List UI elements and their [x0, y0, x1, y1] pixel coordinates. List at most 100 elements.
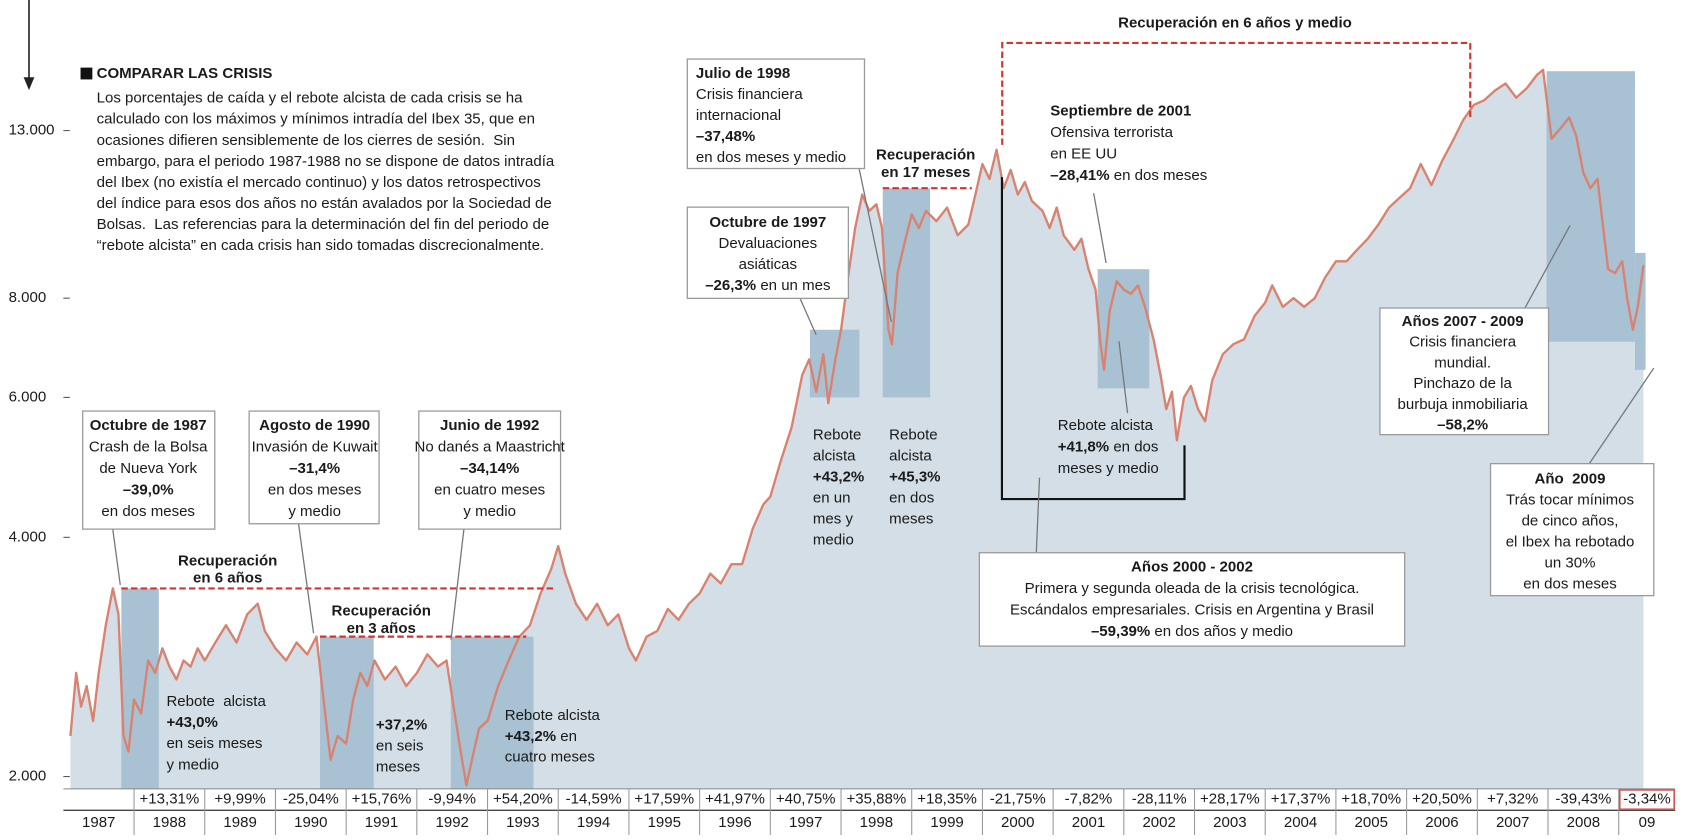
annotation-text: Año 2009 — [1535, 471, 1606, 488]
annual-return: -9,94% — [428, 791, 476, 808]
annotation-text: mes y — [813, 510, 854, 527]
annotation-line: Rebote — [813, 427, 861, 444]
annotation-line: –37,48% — [696, 128, 755, 145]
x-tick-label: 2008 — [1567, 814, 1600, 831]
annotation-text: cuatro meses — [505, 749, 595, 766]
annual-return: +17,59% — [634, 791, 694, 808]
annotation-line: Escándalos empresariales. Crisis en Arge… — [1010, 602, 1374, 619]
annotation-box — [1041, 94, 1235, 194]
annual-return: +20,50% — [1412, 791, 1472, 808]
annotation-line: +43,2% — [813, 469, 864, 486]
y-tick-label: 4.000 — [9, 528, 47, 545]
annotation-text: en dos años y medio — [1150, 623, 1293, 640]
annotation-line: asiáticas — [739, 256, 797, 273]
intro-line: “rebote alcista” en cada crisis han sido… — [97, 237, 544, 254]
annotation-text: en dos meses — [1523, 575, 1617, 592]
index-line — [69, 68, 1645, 787]
leader-line — [858, 168, 892, 323]
annotation-text: en seis meses — [166, 735, 262, 752]
annotation-box — [686, 58, 866, 170]
recovery-label: en 17 meses — [881, 164, 970, 181]
annotation-line: –31,4% — [289, 460, 340, 477]
annotation-text: –26,3% — [705, 277, 756, 294]
x-tick-label: 2007 — [1496, 814, 1529, 831]
annual-return: -25,04% — [283, 791, 339, 808]
annotation-text: Rebote alcista — [505, 707, 601, 724]
annotation-text: de cinco años, — [1522, 513, 1619, 530]
annotation-line: en dos meses — [101, 503, 195, 520]
annotation-box — [1379, 307, 1550, 436]
annotation-text: Julio de 1998 — [696, 65, 790, 82]
annotation-text: asiáticas — [739, 256, 797, 273]
annual-return: +13,31% — [140, 791, 200, 808]
annotation-text: –59,39% — [1091, 623, 1150, 640]
annotation-line: mundial. — [1434, 354, 1491, 371]
annotation-text: y medio — [463, 503, 516, 520]
annual-return: -39,43% — [1555, 791, 1611, 808]
annotation-line: Rebote alcista — [1058, 417, 1154, 434]
annotation-line: –34,14% — [460, 460, 519, 477]
annotation-text: +43,2% — [813, 469, 864, 486]
annotation-line: y medio — [463, 503, 516, 520]
annotation-line: +43,0% — [166, 714, 217, 731]
crisis-period — [319, 636, 374, 789]
annotation-text: mundial. — [1434, 354, 1491, 371]
annotation-text: de Nueva York — [99, 460, 197, 477]
annotation-text: internacional — [696, 107, 781, 124]
annotation-text: +43,2% — [505, 728, 556, 745]
annotation-text: Rebote — [813, 427, 861, 444]
annotation-line: y medio — [166, 756, 219, 773]
crisis-period — [1097, 269, 1150, 389]
annotation-line: Pinchazo de la — [1413, 375, 1512, 392]
recovery-bracket — [1001, 41, 1472, 145]
crisis-period — [450, 636, 534, 789]
annotation-box — [248, 410, 380, 525]
annotation-line: Primera y segunda oleada de la crisis te… — [1025, 580, 1360, 597]
annotation-line: meses — [889, 510, 933, 527]
annotation-text: –39,0% — [123, 481, 174, 498]
annotation-text: en dos meses — [101, 503, 195, 520]
x-tick-label: 2001 — [1072, 814, 1105, 831]
annual-return: +41,97% — [705, 791, 765, 808]
bracket — [1000, 177, 1186, 501]
annotation-text: en dos meses — [1110, 167, 1208, 184]
annotation-line: +37,2% — [376, 716, 427, 733]
annotation-text: un 30% — [1545, 554, 1596, 571]
annotation-text: y medio — [288, 503, 341, 520]
x-tick-label: 1999 — [930, 814, 963, 831]
annotation-line: Ofensiva terrorista — [1050, 124, 1173, 141]
annotation-text: el Ibex ha rebotado — [1506, 534, 1635, 551]
annotation-line: Crash de la Bolsa — [89, 439, 208, 456]
annotation-line: Rebote alcista — [505, 707, 601, 724]
annotation-text: Octubre de 1997 — [709, 214, 826, 231]
annotation-text: Crisis financiera — [696, 86, 803, 103]
annotation-text: +43,0% — [166, 714, 217, 731]
x-tick-label: 1993 — [506, 814, 539, 831]
annual-return: +28,17% — [1200, 791, 1260, 808]
x-tick-label: 1995 — [648, 814, 681, 831]
annotation-box — [1489, 463, 1655, 597]
annotation-line: mes y — [813, 510, 854, 527]
y-tick-label: 8.000 — [9, 289, 47, 306]
annotation-text: en un — [813, 490, 851, 507]
annotation-line: alcista — [889, 448, 932, 465]
annotation-text: meses — [376, 758, 420, 775]
annotation-text: medio — [813, 531, 854, 548]
annual-return: +15,76% — [352, 791, 412, 808]
annotation-text: –58,2% — [1437, 417, 1488, 434]
annual-return: +35,88% — [847, 791, 907, 808]
annotation-line: Septiembre de 2001 — [1050, 103, 1191, 120]
annotation-text: en cuatro meses — [434, 481, 545, 498]
x-tick-label: 1988 — [153, 814, 186, 831]
annotation-text: Rebote — [889, 427, 937, 444]
annotation-text: Años 2000 - 2002 — [1131, 559, 1253, 576]
annotation-line: Crisis financiera — [1409, 334, 1516, 351]
annotation-text: en dos — [889, 490, 934, 507]
intro-title: COMPARAR LAS CRISIS — [97, 65, 273, 82]
intro-line: Los porcentajes de caída y el rebote alc… — [97, 90, 523, 107]
annotation-text: +41,8% — [1058, 439, 1109, 456]
leader-line — [112, 529, 121, 586]
intro-line: del Ibex (no existía el mercado continuo… — [97, 174, 541, 191]
